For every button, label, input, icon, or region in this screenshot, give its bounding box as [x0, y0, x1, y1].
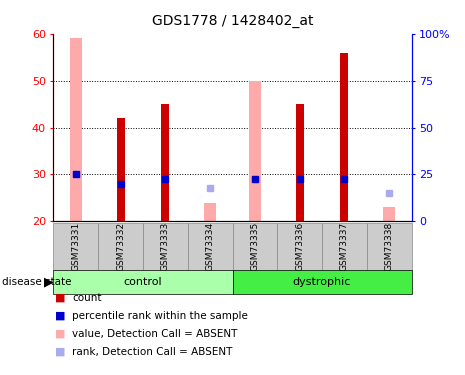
Text: GSM73336: GSM73336: [295, 222, 304, 271]
Text: disease state: disease state: [2, 277, 72, 287]
Bar: [161, 104, 169, 221]
Text: ■: ■: [55, 311, 66, 321]
Bar: [232, 270, 412, 294]
Bar: [322, 223, 367, 270]
Bar: [340, 53, 348, 221]
Bar: [53, 270, 232, 294]
Bar: [53, 223, 98, 270]
Bar: [117, 118, 125, 221]
Text: dystrophic: dystrophic: [293, 277, 351, 287]
Text: percentile rank within the sample: percentile rank within the sample: [72, 311, 248, 321]
Bar: [232, 223, 277, 270]
Text: ■: ■: [55, 293, 66, 303]
Text: GSM73338: GSM73338: [385, 222, 394, 271]
Bar: [70, 39, 82, 221]
Text: ■: ■: [55, 329, 66, 339]
Text: ▶: ▶: [44, 276, 53, 289]
Text: GSM73334: GSM73334: [206, 222, 215, 271]
Text: GSM73331: GSM73331: [71, 222, 80, 271]
Bar: [188, 223, 232, 270]
Bar: [204, 202, 216, 221]
Text: GDS1778 / 1428402_at: GDS1778 / 1428402_at: [152, 13, 313, 28]
Bar: [249, 81, 261, 221]
Bar: [367, 223, 412, 270]
Text: GSM73335: GSM73335: [250, 222, 259, 271]
Text: GSM73337: GSM73337: [340, 222, 349, 271]
Text: control: control: [124, 277, 162, 287]
Bar: [143, 223, 188, 270]
Text: count: count: [72, 293, 101, 303]
Bar: [98, 223, 143, 270]
Text: value, Detection Call = ABSENT: value, Detection Call = ABSENT: [72, 329, 238, 339]
Bar: [277, 223, 322, 270]
Bar: [383, 207, 395, 221]
Text: rank, Detection Call = ABSENT: rank, Detection Call = ABSENT: [72, 347, 232, 357]
Text: ■: ■: [55, 347, 66, 357]
Text: GSM73333: GSM73333: [161, 222, 170, 271]
Text: GSM73332: GSM73332: [116, 222, 125, 271]
Bar: [296, 104, 304, 221]
